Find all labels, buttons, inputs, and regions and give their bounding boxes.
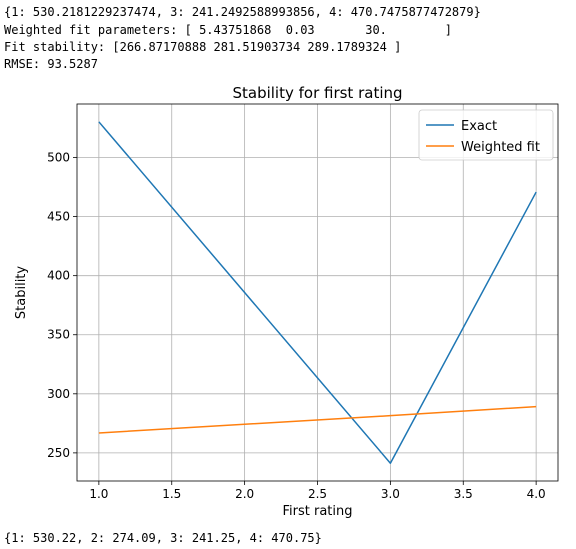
console-fit-stability: Fit stability: [266.87170888 281.5190373… — [4, 40, 402, 54]
x-tick-label: 2.0 — [235, 487, 254, 501]
y-axis-label: Stability — [14, 266, 29, 320]
chart-title: Stability for first rating — [232, 84, 402, 102]
console-rmse: RMSE: 93.5287 — [4, 57, 98, 71]
series-line-exact — [98, 121, 537, 464]
y-tick-label: 350 — [47, 328, 70, 342]
y-tick-label: 400 — [47, 269, 70, 283]
y-tick-label: 500 — [47, 151, 70, 165]
legend-label: Weighted fit — [461, 140, 540, 155]
x-tick-label: 1.5 — [162, 487, 181, 501]
console-rounded-dict: {1: 530.22, 2: 274.09, 3: 241.25, 4: 470… — [4, 531, 322, 545]
x-tick-label: 3.5 — [454, 487, 473, 501]
series-line-weighted-fit — [98, 405, 537, 434]
x-axis-label: First rating — [282, 504, 352, 519]
y-tick-label: 450 — [47, 210, 70, 224]
x-tick-label: 3.0 — [381, 487, 400, 501]
legend-label: Exact — [461, 119, 497, 134]
x-tick-label: 4.0 — [527, 487, 546, 501]
stability-chart: 1.0 1.5 2.0 2.5 3.0 3.5 4.0 250 300 350 400 450 500 S… — [14, 84, 559, 519]
x-tick-label: 2.5 — [308, 487, 327, 501]
console-exact-dict: {1: 530.2181229237474, 3: 241.2492588993… — [4, 5, 481, 19]
legend-box — [418, 109, 554, 161]
x-tick-label: 1.0 — [89, 487, 108, 501]
chart-container: 1.0 1.5 2.0 2.5 3.0 3.5 4.0 250 300 350 400 450 500 S… — [0, 76, 576, 528]
y-tick-label: 300 — [47, 387, 70, 401]
console-weighted-params: Weighted fit parameters: [ 5.43751868 0.… — [4, 23, 452, 37]
y-tick-label: 250 — [47, 446, 70, 460]
